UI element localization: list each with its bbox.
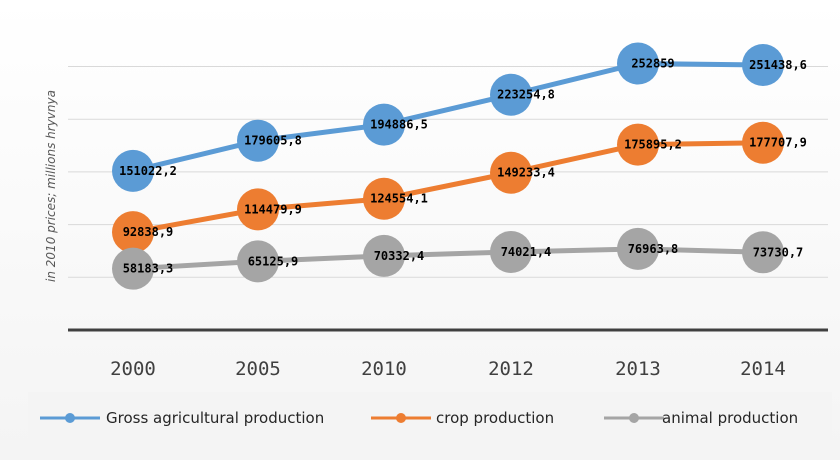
data-point-marker <box>112 247 154 290</box>
x-tick-label: 2013 <box>615 358 661 380</box>
legend-marker <box>396 413 406 423</box>
legend-label: animal production <box>662 409 798 427</box>
data-label: 74021,4 <box>501 245 552 259</box>
data-label: 223254,8 <box>497 88 555 102</box>
data-label: 151022,2 <box>119 164 177 178</box>
data-label: 179605,8 <box>244 134 302 148</box>
x-tick-label: 2000 <box>110 358 156 380</box>
data-label: 65125,9 <box>248 254 299 268</box>
series-line <box>130 61 766 174</box>
data-point-marker <box>237 240 279 283</box>
data-labels: 151022,2 179605,8 194886,5 223254,8 252859 25… <box>119 57 807 276</box>
data-point-marker <box>742 44 784 87</box>
data-point-marker <box>617 227 659 270</box>
x-tick-label: 2014 <box>740 358 786 380</box>
data-label: 73730,7 <box>753 245 804 259</box>
data-point-marker <box>363 103 405 146</box>
data-point-marker <box>112 149 154 192</box>
series-line <box>130 140 766 235</box>
legend-label: Gross agricultural production <box>106 409 324 427</box>
y-axis-label: in 2010 prices; millions hryvnya <box>44 90 58 282</box>
legend-marker <box>629 413 639 423</box>
data-label: 124554,1 <box>370 192 428 206</box>
legend-marker <box>65 413 75 423</box>
data-point-marker <box>742 231 784 274</box>
x-tick-label: 2010 <box>361 358 407 380</box>
x-tick-label: 2005 <box>235 358 281 380</box>
data-point-marker <box>112 211 154 254</box>
data-point-marker <box>237 188 279 231</box>
data-point-marker <box>363 177 405 220</box>
data-point-marker <box>237 119 279 162</box>
data-label: 92838,9 <box>123 225 174 239</box>
data-point-marker <box>490 151 532 194</box>
data-point-marker <box>617 42 659 85</box>
legend: Gross agricultural production crop produc… <box>28 392 832 444</box>
x-tick-label: 2012 <box>488 358 534 380</box>
data-point-marker <box>742 121 784 164</box>
data-point-marker <box>617 123 659 166</box>
data-label: 177707,9 <box>749 136 807 150</box>
data-label: 194886,5 <box>370 118 428 132</box>
data-label: 70332,4 <box>374 249 425 263</box>
data-label: 149233,4 <box>497 166 555 180</box>
data-label: 251438,6 <box>749 58 807 72</box>
grid-lines <box>68 66 828 278</box>
data-point-marker <box>490 73 532 116</box>
series-layer <box>112 42 784 290</box>
data-point-marker <box>490 230 532 273</box>
data-label: 175895,2 <box>624 138 682 152</box>
data-label: 76963,8 <box>628 242 679 256</box>
x-tick-labels: 2000 2005 2010 2012 2013 2014 <box>110 358 786 380</box>
data-label: 114479,9 <box>244 202 302 216</box>
legend-label: crop production <box>436 409 554 427</box>
data-label: 58183,3 <box>123 262 174 276</box>
data-point-marker <box>363 234 405 277</box>
data-label: 252859 <box>631 57 674 71</box>
